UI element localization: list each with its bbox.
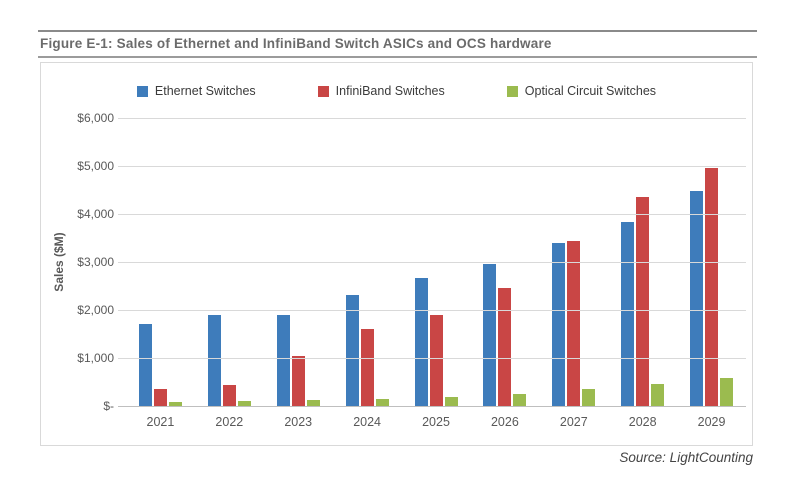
bar-group-2026: [470, 118, 539, 406]
bar-infiniband-switches-2023: [291, 355, 305, 406]
bar-ethernet-switches-2023: [276, 314, 290, 406]
bar-group-2027: [539, 118, 608, 406]
bar-group-2021: [126, 118, 195, 406]
x-tick-label-2028: 2028: [628, 415, 657, 429]
x-tick-label-2021: 2021: [146, 415, 175, 429]
y-tick-label: $-: [103, 399, 114, 413]
bar-ethernet-switches-2022: [207, 314, 221, 406]
x-tick-label-2023: 2023: [284, 415, 313, 429]
plot-area: $- $1,000 $2,000 $3,000 $4,000 $5,000 $6,000: [77, 111, 746, 413]
gridline-5000: [118, 166, 746, 167]
bar-group-2023: [264, 118, 333, 406]
bar-infiniband-switches-2024: [360, 329, 374, 406]
legend-label: InfiniBand Switches: [335, 84, 445, 98]
bar-ethernet-switches-2028: [621, 222, 635, 406]
bar-infiniband-switches-2026: [498, 288, 512, 406]
bar-group-2029: [677, 118, 746, 406]
title-rule-bottom: [38, 56, 757, 58]
x-tick-label-2026: 2026: [490, 415, 519, 429]
bar-group-2024: [333, 118, 402, 406]
bar-infiniband-switches-2025: [429, 314, 443, 406]
bar-group-2022: [195, 118, 264, 406]
legend-label: Optical Circuit Switches: [524, 84, 657, 98]
bar-optical-circuit-switches-2022: [237, 401, 251, 406]
y-tick-label: $4,000: [77, 207, 114, 221]
y-tick-label: $6,000: [77, 111, 114, 125]
x-tick-label-2022: 2022: [215, 415, 244, 429]
bar-infiniband-switches-2028: [636, 197, 650, 406]
legend-item-ocs: Optical Circuit Switches: [506, 84, 657, 98]
gridline-1000: [118, 358, 746, 359]
bar-infiniband-switches-2021: [153, 389, 167, 406]
bar-optical-circuit-switches-2027: [582, 388, 596, 406]
bar-optical-circuit-switches-2026: [513, 394, 527, 406]
bar-ethernet-switches-2029: [690, 191, 704, 406]
x-tick-label-2025: 2025: [422, 415, 450, 429]
chart-area: Ethernet Switches InfiniBand Switches Op…: [40, 62, 753, 446]
bar-optical-circuit-switches-2024: [375, 398, 389, 406]
x-tick-label-2029: 2029: [697, 415, 726, 429]
bar-optical-circuit-switches-2025: [444, 396, 458, 406]
gridline-0: [118, 406, 746, 407]
legend-swatch-infiniband-icon: [317, 85, 329, 97]
legend-swatch-ethernet-icon: [136, 85, 148, 97]
bar-infiniband-switches-2027: [567, 240, 581, 406]
title-rule-top: [38, 30, 757, 32]
legend-label: Ethernet Switches: [154, 84, 256, 98]
bar-ethernet-switches-2025: [414, 278, 428, 406]
source-credit: Source: LightCounting: [619, 450, 753, 465]
legend-item-infiniband: InfiniBand Switches: [317, 84, 445, 98]
gridline-2000: [118, 310, 746, 311]
bar-optical-circuit-switches-2028: [651, 383, 665, 406]
y-tick-label: $1,000: [77, 351, 114, 365]
x-tick-label-2027: 2027: [559, 415, 588, 429]
chart-legend: Ethernet Switches InfiniBand Switches Op…: [41, 84, 752, 98]
y-tick-label: $5,000: [77, 159, 114, 173]
x-axis-labels: 2021 2022 2023 2024 2025 2026 2027 2028 2029: [126, 415, 746, 429]
bar-ethernet-switches-2026: [483, 264, 497, 406]
bar-ethernet-switches-2021: [138, 324, 152, 406]
bar-optical-circuit-switches-2021: [168, 402, 182, 406]
bar-ethernet-switches-2024: [345, 294, 359, 406]
figure-title: Figure E-1: Sales of Ethernet and Infini…: [40, 36, 552, 51]
y-axis-title: Sales ($M): [52, 232, 66, 292]
gridline-6000: [118, 118, 746, 119]
bar-optical-circuit-switches-2029: [720, 377, 734, 406]
bar-infiniband-switches-2022: [222, 385, 236, 406]
bar-ethernet-switches-2027: [552, 242, 566, 406]
bars-container: [126, 118, 746, 406]
bar-optical-circuit-switches-2023: [306, 400, 320, 406]
bar-infiniband-switches-2029: [705, 168, 719, 406]
legend-swatch-ocs-icon: [506, 85, 518, 97]
bar-group-2028: [608, 118, 677, 406]
gridline-4000: [118, 214, 746, 215]
legend-item-ethernet: Ethernet Switches: [136, 84, 256, 98]
gridline-3000: [118, 262, 746, 263]
x-tick-label-2024: 2024: [353, 415, 382, 429]
y-tick-label: $2,000: [77, 303, 114, 317]
y-tick-label: $3,000: [77, 255, 114, 269]
